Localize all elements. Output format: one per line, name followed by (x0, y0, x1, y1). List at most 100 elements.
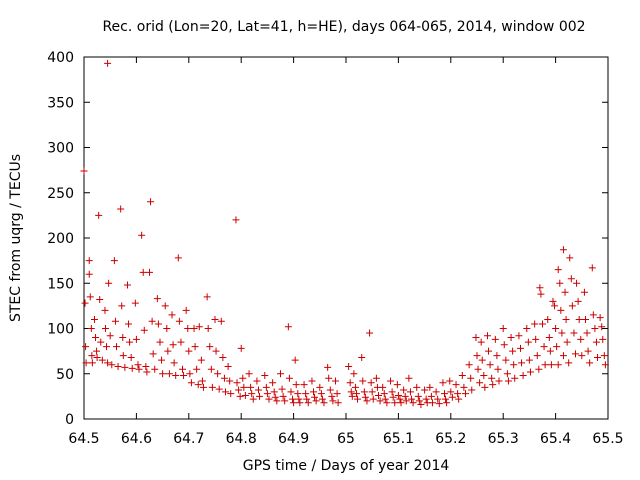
data-point (97, 338, 105, 346)
data-point (105, 279, 113, 287)
data-point (214, 370, 222, 378)
data-point (163, 325, 171, 332)
data-point (197, 356, 205, 364)
y-tick-label: 300 (47, 141, 74, 157)
data-point (104, 59, 112, 67)
data-point (566, 254, 574, 262)
data-point (374, 391, 382, 399)
data-point (570, 329, 578, 337)
data-point (241, 391, 249, 399)
data-point (291, 356, 299, 364)
data-point (175, 317, 183, 325)
data-point (132, 335, 140, 343)
data-point (536, 284, 544, 292)
data-point (81, 299, 89, 307)
data-point (427, 392, 435, 400)
data-point (128, 364, 136, 372)
data-point (554, 361, 562, 369)
x-tick-label: 65.2 (435, 431, 466, 447)
data-point (379, 383, 387, 391)
data-point (588, 264, 596, 272)
data-point (179, 365, 187, 373)
data-point (372, 374, 380, 382)
data-point (86, 293, 94, 301)
data-point (381, 395, 389, 403)
data-point (589, 311, 597, 319)
data-point (138, 231, 146, 239)
data-point (312, 397, 320, 405)
data-point (363, 397, 371, 405)
data-point (369, 395, 377, 403)
data-point (269, 379, 277, 387)
data-point (203, 293, 211, 301)
data-point (199, 383, 207, 391)
data-point (465, 361, 473, 369)
data-point (441, 390, 449, 398)
data-point (565, 359, 573, 367)
data-point (295, 395, 303, 403)
data-point (539, 320, 546, 328)
data-point (485, 347, 493, 355)
data-point (447, 388, 455, 396)
data-point (545, 334, 553, 342)
data-point (333, 390, 341, 398)
data-point (206, 343, 214, 351)
data-point (224, 363, 232, 371)
data-point (236, 392, 244, 400)
data-point (348, 392, 356, 400)
data-point (359, 377, 367, 385)
data-point (535, 365, 543, 373)
data-point (111, 317, 119, 325)
data-point (88, 359, 96, 367)
data-point (170, 359, 178, 367)
data-point (556, 279, 564, 287)
data-point (489, 381, 497, 389)
data-point (302, 390, 310, 398)
data-point (397, 399, 405, 407)
data-point (573, 279, 581, 287)
data-point (552, 325, 560, 332)
data-point (85, 257, 93, 265)
data-point (95, 211, 103, 219)
y-axis-label: STEC from uqrg / TECUs (8, 154, 24, 322)
data-point (540, 343, 548, 351)
data-point (156, 338, 164, 346)
data-point (523, 325, 531, 332)
data-points (80, 59, 609, 409)
data-point (164, 347, 172, 355)
data-point (561, 288, 569, 296)
data-point (324, 363, 332, 371)
data-point (90, 315, 98, 323)
data-point (211, 315, 219, 323)
data-point (511, 374, 519, 382)
data-point (215, 385, 223, 393)
chart-title: Rec. orid (Lon=20, Lat=41, h=HE), days 0… (102, 19, 585, 35)
data-point (448, 393, 456, 401)
data-point (358, 353, 366, 361)
data-point (509, 347, 517, 355)
data-point (435, 400, 443, 408)
data-point (596, 314, 604, 322)
data-point (388, 388, 396, 396)
data-point (87, 325, 95, 332)
data-point (261, 372, 269, 380)
data-point (558, 329, 566, 337)
data-point (575, 315, 583, 323)
data-point (182, 306, 190, 314)
data-point (488, 374, 496, 382)
x-tick-label: 64.5 (68, 431, 99, 447)
data-point (281, 397, 289, 405)
data-point (568, 302, 576, 310)
data-point (383, 399, 391, 407)
x-tick-label: 65.3 (488, 431, 519, 447)
data-point (212, 347, 220, 355)
data-point (149, 350, 157, 358)
data-point (477, 338, 485, 346)
data-point (507, 334, 515, 342)
data-point (366, 329, 374, 337)
data-point (249, 395, 257, 403)
data-point (127, 353, 135, 361)
data-point (143, 368, 151, 376)
data-point (161, 302, 169, 310)
data-point (159, 370, 167, 378)
